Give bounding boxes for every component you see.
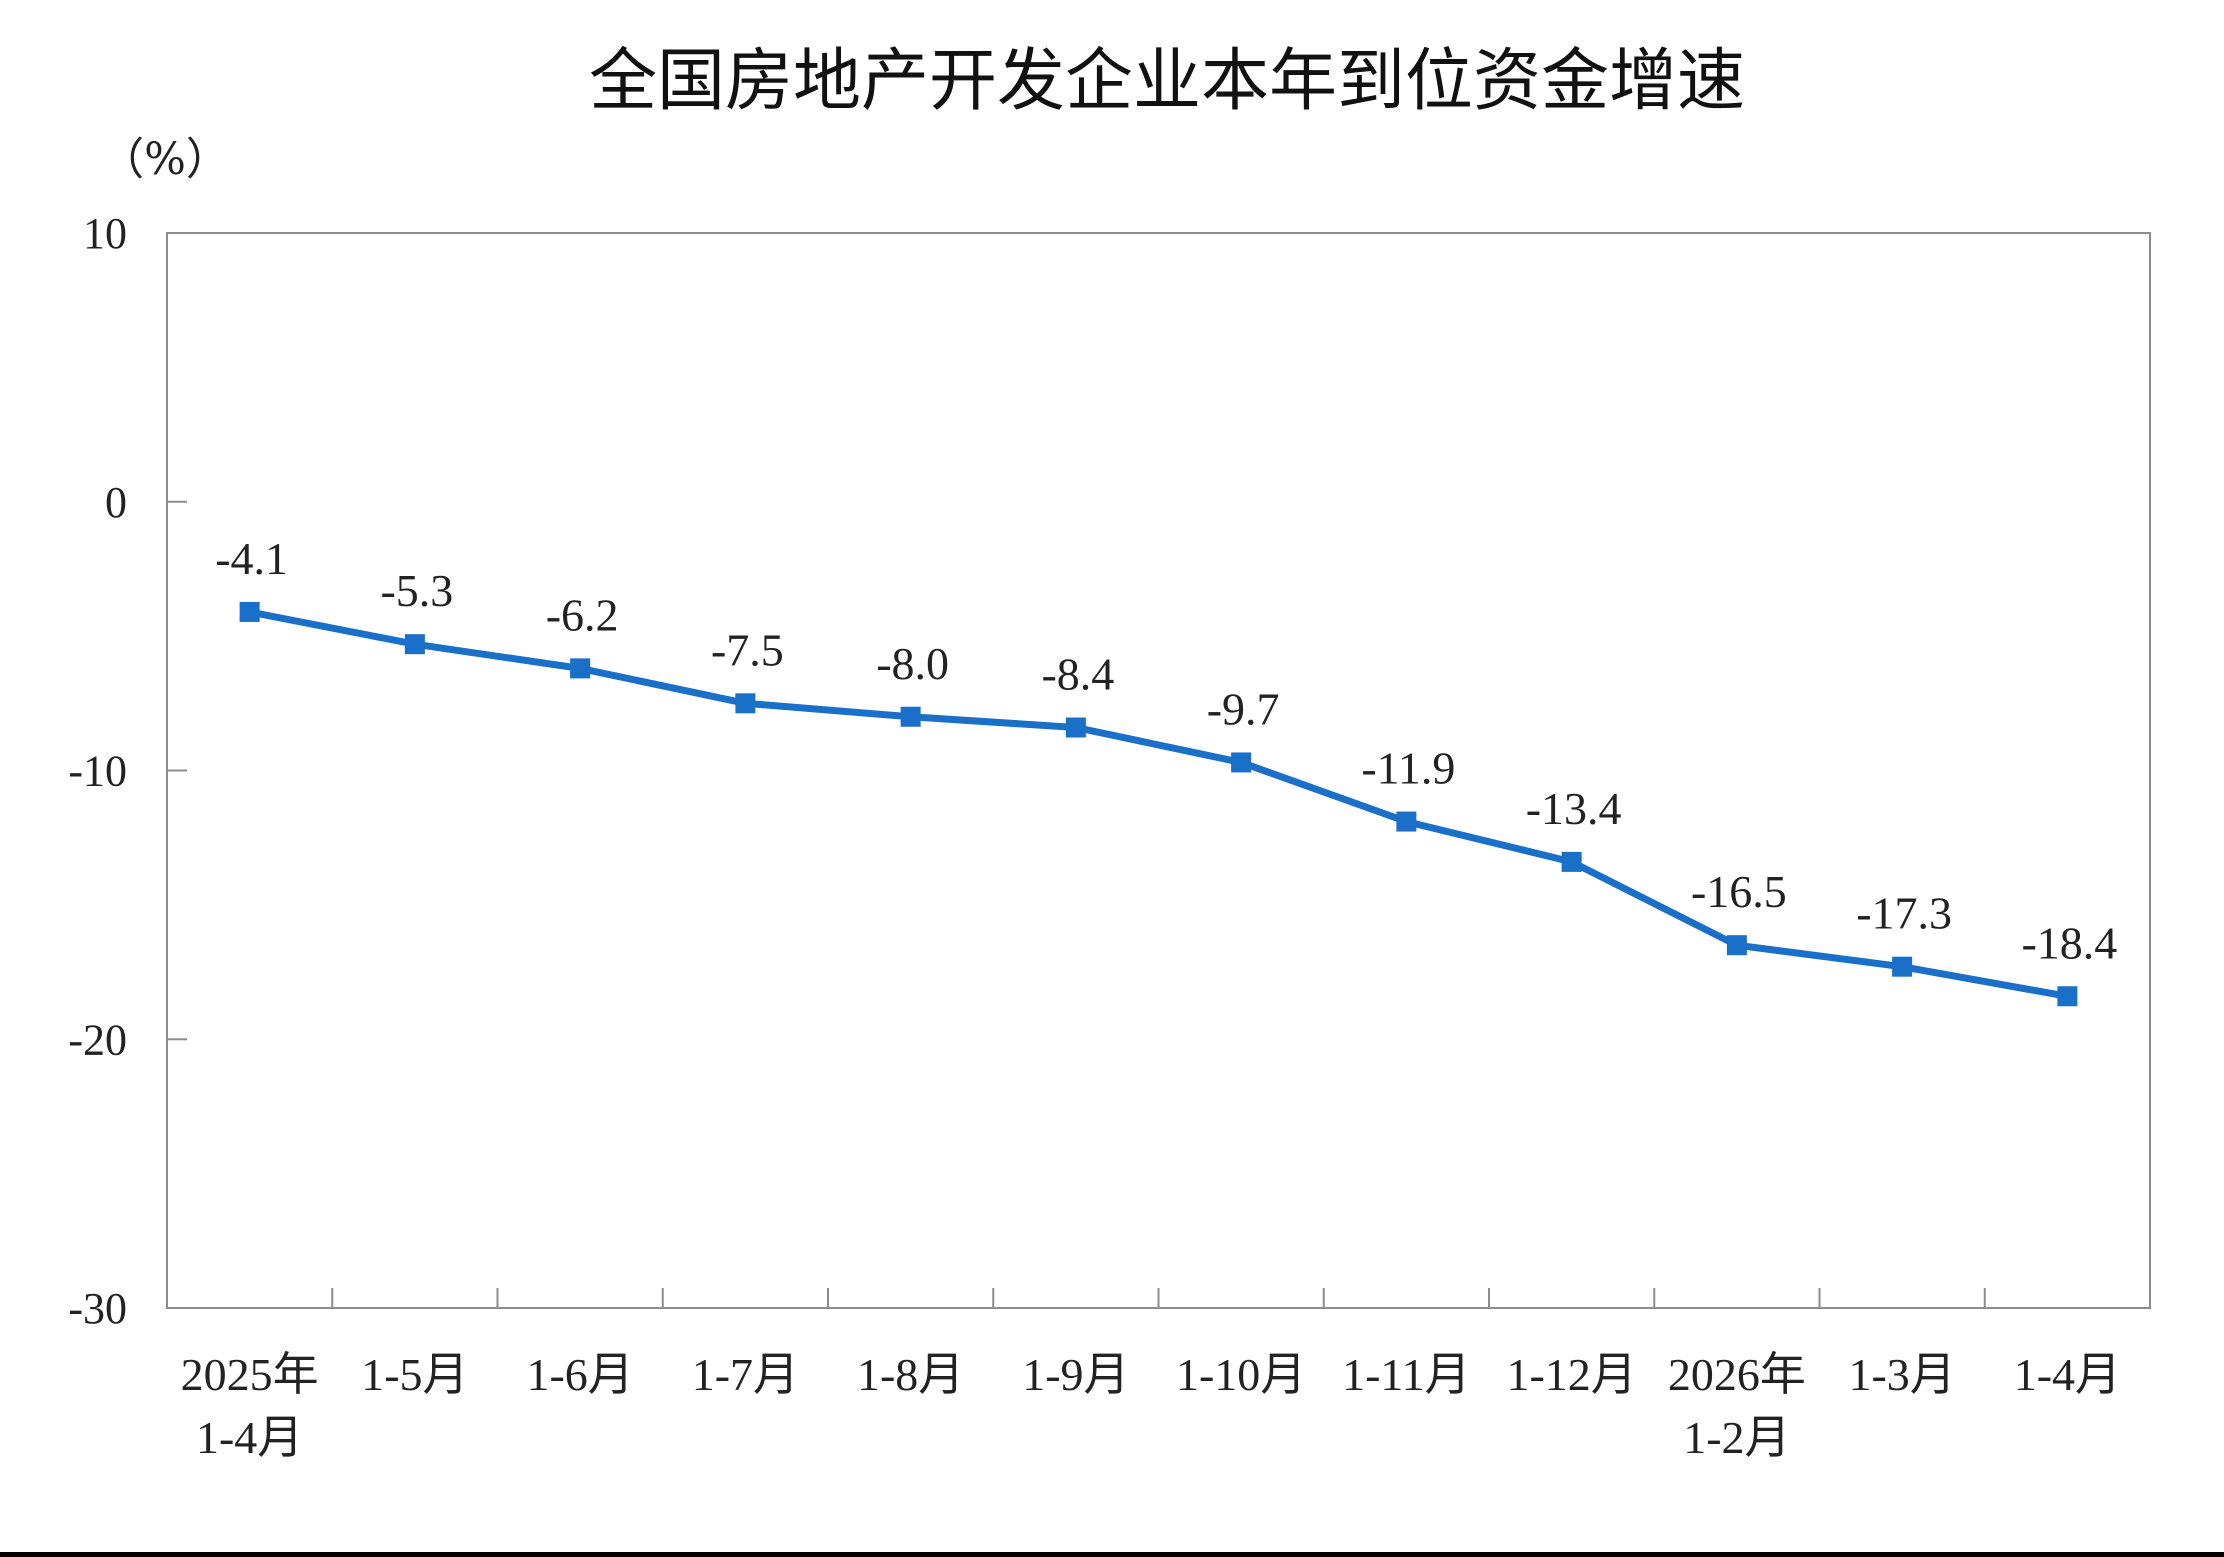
y-tick-label: -20	[68, 1015, 127, 1064]
data-label: -7.5	[711, 624, 784, 675]
data-label: -16.5	[1691, 866, 1787, 917]
data-label: -6.2	[546, 589, 619, 640]
data-point-marker	[735, 693, 756, 714]
x-tick-label: 1-3月	[1848, 1349, 1955, 1400]
data-label: -4.1	[215, 533, 288, 584]
data-label: -13.4	[1526, 783, 1622, 834]
x-tick-label: 2026年	[1668, 1349, 1806, 1400]
x-tick-label: 1-12月	[1506, 1349, 1636, 1400]
x-tick-label: 2025年	[181, 1349, 319, 1400]
y-tick-label: 10	[83, 209, 127, 258]
data-label: -9.7	[1207, 683, 1280, 734]
y-tick-label: -10	[68, 747, 127, 796]
x-tick-label: 1-5月	[361, 1349, 468, 1400]
x-tick-label: 1-2月	[1683, 1412, 1790, 1463]
x-axis-group: 2025年 1-4月 1-5月 1-6月 1-7月 1-8月 1-9月 1-10月 1-11月 1…	[181, 1288, 2121, 1463]
data-point-marker	[239, 601, 260, 622]
data-point-marker	[570, 658, 591, 679]
chart-title: 全国房地产开发企业本年到位资金增速	[589, 42, 1745, 121]
x-tick-label: 1-6月	[526, 1349, 633, 1400]
data-label: -18.4	[2021, 917, 2117, 968]
data-point-marker	[1726, 935, 1747, 956]
x-tick-label: 1-7月	[692, 1349, 799, 1400]
data-label: -8.4	[1041, 649, 1114, 700]
data-label: -8.0	[876, 638, 949, 689]
data-point-marker	[1561, 851, 1582, 872]
data-point-marker	[2057, 986, 2078, 1007]
plot-frame	[166, 232, 2151, 1309]
x-tick-label: 1-4月	[196, 1412, 303, 1463]
data-point-marker	[1231, 752, 1252, 773]
data-point-marker	[404, 634, 425, 655]
y-tick-label: 0	[105, 478, 127, 527]
y-axis-unit-label: （%）	[100, 134, 230, 185]
data-label: -17.3	[1856, 888, 1952, 939]
y-axis-group: 10 0 -10 -20 -30	[68, 209, 187, 1333]
x-tick-label: 1-9月	[1022, 1349, 1129, 1400]
x-tick-label: 1-11月	[1342, 1349, 1471, 1400]
data-point-marker	[1892, 956, 1913, 977]
series-group	[239, 601, 2078, 1007]
x-tick-label: 1-10月	[1176, 1349, 1306, 1400]
data-point-marker	[1396, 811, 1417, 832]
x-tick-label: 1-8月	[857, 1349, 964, 1400]
x-tick-label: 1-4月	[2014, 1349, 2121, 1400]
data-label: -5.3	[380, 565, 453, 616]
plot-frame-group	[166, 232, 2151, 1309]
series-line	[246, 608, 2071, 1000]
data-label-group: -4.1 -5.3 -6.2 -7.5 -8.0 -8.4 -9.7 -11.9 -13.4 -1…	[215, 533, 2117, 968]
data-point-marker	[900, 706, 921, 727]
data-label: -11.9	[1361, 743, 1455, 794]
data-point-marker	[1065, 717, 1086, 738]
y-tick-label: -30	[68, 1284, 127, 1333]
